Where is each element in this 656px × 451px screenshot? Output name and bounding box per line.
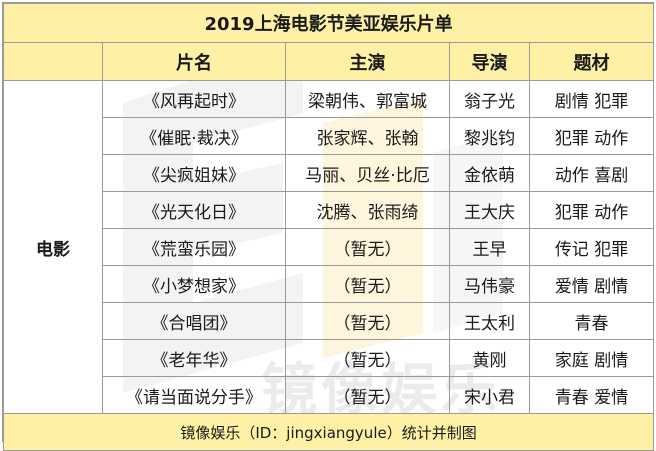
film-director: 金依萌 xyxy=(449,154,530,192)
film-cast: 张家辉、张翰 xyxy=(285,117,450,155)
table-row: 《小梦想家》 （暂无） 马伟豪 爱情 剧情 xyxy=(4,265,655,303)
film-cast: 梁朝伟、郭富城 xyxy=(285,80,450,118)
table-row: 电影 《风再起时》 梁朝伟、郭富城 翁子光 剧情 犯罪 xyxy=(3,80,655,414)
film-title: 《风再起时》 xyxy=(102,80,286,118)
film-cast: （暂无） xyxy=(285,228,450,266)
film-genre: 犯罪 动作 xyxy=(528,191,655,229)
film-director: 王大庆 xyxy=(449,191,530,229)
film-cast: （暂无） xyxy=(285,265,450,303)
film-cast: 沈腾、张雨绮 xyxy=(285,191,450,229)
film-director: 黎兆钧 xyxy=(449,117,530,155)
film-director: 王太利 xyxy=(449,302,530,340)
table-row: 《请当面说分手》 （暂无） 宋小君 青春 爱情 xyxy=(4,376,655,414)
film-genre: 青春 爱情 xyxy=(528,376,655,414)
film-cast: 马丽、贝丝·比厄 xyxy=(285,154,450,192)
film-cast: （暂无） xyxy=(285,376,450,414)
table-row: 《催眠·裁决》 张家辉、张翰 黎兆钧 犯罪 动作 xyxy=(4,117,655,155)
film-title: 《催眠·裁决》 xyxy=(102,117,286,155)
film-title: 《荒蛮乐园》 xyxy=(102,228,286,266)
table-row: 《荒蛮乐园》 （暂无） 王早 传记 犯罪 xyxy=(4,228,655,266)
header-blank xyxy=(3,42,103,81)
film-cast: （暂无） xyxy=(285,339,450,377)
film-director: 黄刚 xyxy=(449,339,530,377)
header-cast: 主演 xyxy=(285,42,450,81)
film-director: 王早 xyxy=(449,228,530,266)
header-director: 导演 xyxy=(449,42,530,81)
film-title: 《老年华》 xyxy=(102,339,286,377)
film-genre: 青春 xyxy=(528,302,655,340)
film-cast: （暂无） xyxy=(285,302,450,340)
footer-credit: 镜像娱乐（ID：jingxiangyule）统计并制图 xyxy=(2,413,655,451)
category-label: 电影 xyxy=(3,80,103,414)
film-title: 《请当面说分手》 xyxy=(102,376,286,414)
film-title: 《小梦想家》 xyxy=(102,265,286,303)
film-genre: 传记 犯罪 xyxy=(528,228,655,266)
table-row: 《老年华》 （暂无） 黄刚 家庭 剧情 xyxy=(4,339,655,377)
film-title: 《合唱团》 xyxy=(102,302,286,340)
film-director: 马伟豪 xyxy=(449,265,530,303)
header-title: 片名 xyxy=(102,42,286,81)
film-director: 翁子光 xyxy=(449,80,530,118)
film-genre: 家庭 剧情 xyxy=(528,339,655,377)
film-genre: 犯罪 动作 xyxy=(528,117,655,155)
table-row: 《合唱团》 （暂无） 王太利 青春 xyxy=(4,302,655,340)
film-genre: 动作 喜剧 xyxy=(528,154,655,192)
film-director: 宋小君 xyxy=(449,376,530,414)
film-title: 《光天化日》 xyxy=(102,191,286,229)
header-genre: 题材 xyxy=(528,42,655,81)
film-genre: 爱情 剧情 xyxy=(528,265,655,303)
table-title: 2019上海电影节美亚娱乐片单 xyxy=(2,3,655,43)
film-genre: 剧情 犯罪 xyxy=(528,80,655,118)
film-title: 《尖疯姐妹》 xyxy=(102,154,286,192)
